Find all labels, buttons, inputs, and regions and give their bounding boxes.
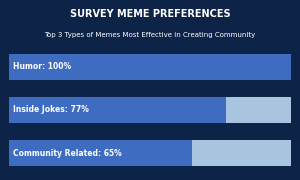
Text: Community Related: 65%: Community Related: 65%	[13, 148, 122, 158]
Bar	[9, 97, 291, 123]
Bar	[226, 97, 291, 123]
Bar	[9, 54, 291, 80]
Text: Inside Jokes: 77%: Inside Jokes: 77%	[13, 105, 89, 114]
Bar	[192, 140, 291, 166]
Text: Top 3 Types of Memes Most Effective in Creating Community: Top 3 Types of Memes Most Effective in C…	[44, 32, 256, 38]
Bar	[9, 140, 291, 166]
Text: Humor: 100%: Humor: 100%	[13, 62, 71, 71]
Text: SURVEY MEME PREFERENCES: SURVEY MEME PREFERENCES	[70, 9, 230, 19]
